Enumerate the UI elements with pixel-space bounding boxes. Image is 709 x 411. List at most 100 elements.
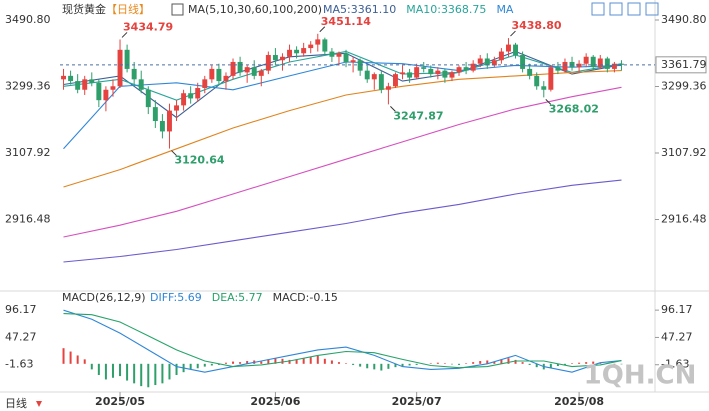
candle-body — [131, 68, 137, 80]
macd-bar — [316, 356, 319, 364]
period-label[interactable]: 【日线】 — [106, 2, 150, 16]
footer-period[interactable]: 日线 — [5, 396, 27, 410]
macd-bar — [104, 363, 107, 380]
candle-body — [597, 58, 603, 68]
candle-body — [110, 86, 116, 90]
candle-body — [188, 93, 194, 99]
indicator-line — [63, 179, 622, 263]
y-tick-label: 47.27 — [5, 330, 37, 343]
macd-bar — [140, 363, 143, 387]
last-price-label: 3361.79 — [661, 58, 707, 71]
macd-bar — [161, 363, 164, 384]
candle-body — [258, 70, 264, 76]
candle-body — [449, 72, 455, 78]
candle-body — [385, 86, 391, 90]
candle-body — [159, 121, 165, 132]
x-tick-label: 2025/05 — [95, 395, 145, 408]
macd-bar — [196, 363, 199, 369]
legend-entry: MA5:3361.10 — [323, 3, 396, 16]
candle-body — [244, 67, 250, 73]
macd-bar — [154, 363, 157, 386]
candle-body — [287, 49, 293, 57]
watermark: 1QH.CN — [584, 361, 697, 391]
macd-bar — [535, 363, 538, 368]
toolbar-button[interactable] — [645, 2, 659, 16]
toolbar-button[interactable] — [627, 2, 641, 16]
candle-body — [513, 44, 519, 56]
candle-body — [103, 89, 109, 101]
candle-body — [414, 67, 420, 78]
candle-body — [138, 79, 144, 90]
macd-bar — [119, 363, 122, 377]
macd-bar — [401, 363, 404, 367]
macd-bar — [465, 363, 468, 364]
macd-bar — [380, 363, 383, 371]
candle-body — [435, 70, 441, 75]
candle-body — [117, 49, 123, 87]
low-label: 3120.64 — [174, 154, 224, 167]
candle-body — [548, 67, 554, 90]
candle-body — [392, 74, 398, 87]
macd-bar — [147, 363, 150, 388]
candle-body — [75, 81, 81, 90]
candle-body — [294, 49, 300, 54]
candle-body — [343, 53, 349, 62]
macd-bar — [563, 363, 566, 365]
high-label: 3438.80 — [511, 19, 561, 32]
indicator-line — [63, 309, 622, 373]
candle-body — [202, 79, 208, 89]
dropdown-arrow[interactable] — [36, 401, 42, 407]
macd-bar — [83, 359, 86, 364]
candle-body — [534, 75, 540, 87]
macd-bar — [373, 363, 376, 370]
candle-body — [61, 75, 67, 80]
y-tick-label: 96.17 — [5, 303, 37, 316]
candle-body — [428, 68, 434, 75]
y-tick-label: 3107.92 — [5, 146, 51, 159]
candle-body — [505, 44, 511, 52]
macd-bar — [260, 361, 263, 364]
macd-bar — [549, 363, 552, 368]
macd-bar — [76, 355, 79, 364]
candle-body — [145, 89, 151, 108]
candle-body — [491, 60, 497, 66]
macd-bar — [613, 363, 616, 365]
y-tick-label-right: -1.63 — [661, 358, 689, 371]
macd-bar — [337, 362, 340, 364]
candle-body — [611, 63, 617, 69]
legend-entry: DIFF:5.69 — [150, 291, 202, 304]
candle-body — [618, 63, 624, 65]
macd-bar — [232, 361, 235, 364]
candle-body — [400, 72, 406, 75]
candle-body — [272, 55, 278, 61]
candle-body — [230, 61, 236, 76]
macd-bar — [450, 363, 453, 365]
macd-bar — [436, 362, 439, 364]
last-price-box — [655, 56, 707, 74]
macd-bar — [239, 362, 242, 364]
candle-body — [174, 105, 180, 111]
macd-bar — [493, 361, 496, 364]
macd-bar — [281, 358, 284, 364]
macd-bar — [387, 363, 390, 369]
candle-body — [181, 93, 187, 106]
macd-bar — [479, 361, 482, 364]
toolbar-button[interactable] — [609, 2, 623, 16]
legend-entry: MACD:-0.15 — [273, 291, 338, 304]
macd-bar — [556, 363, 559, 367]
macd-bar — [126, 363, 129, 381]
indicator-toggle[interactable] — [171, 3, 184, 16]
candle-body — [590, 56, 596, 68]
macd-bar — [111, 363, 114, 378]
macd-bar — [217, 363, 220, 365]
indicator-line — [63, 86, 622, 238]
macd-bar — [302, 358, 305, 364]
candle-body — [251, 67, 257, 76]
toolbar-button[interactable] — [591, 2, 605, 16]
macd-bar — [288, 359, 291, 364]
macd-bar — [394, 363, 397, 368]
candle-body — [350, 60, 356, 62]
macd-bar — [514, 359, 517, 364]
low-pointer — [545, 99, 552, 105]
macd-bar — [408, 363, 411, 366]
